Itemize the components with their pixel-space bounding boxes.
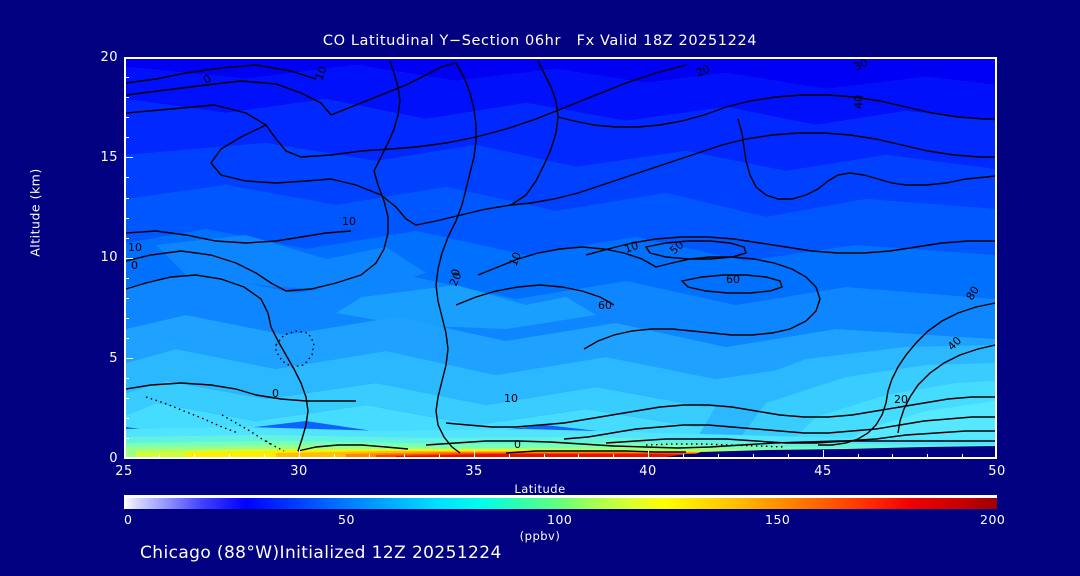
x-tick-minor [439, 454, 440, 459]
colorbar[interactable] [124, 495, 997, 509]
colorbar-tick-label-100: 100 [547, 512, 573, 527]
y-tick-label-15: 15 [100, 150, 118, 165]
y-tick-minor [124, 97, 129, 98]
svg-text:0: 0 [272, 387, 279, 400]
y-tick-minor [124, 198, 129, 199]
x-tick-minor [544, 454, 545, 459]
x-tick-major [648, 450, 649, 459]
x-tick-minor [718, 454, 719, 459]
svg-text:20: 20 [694, 62, 712, 80]
colorbar-tick-label-200: 200 [980, 512, 1006, 527]
y-tick-minor [124, 398, 129, 399]
y-tick-minor [124, 298, 129, 299]
colorbar-tick-label-150: 150 [765, 512, 791, 527]
y-axis-title: Altitude (km) [27, 168, 43, 257]
svg-text:10: 10 [504, 392, 518, 405]
y-tick-minor [124, 137, 129, 138]
x-tick-minor [927, 454, 928, 459]
contour-labels: 0 0 0 0 0 10 10 10 10 10 10 20 20 20 30 … [128, 59, 982, 451]
y-tick-minor [124, 77, 129, 78]
x-tick-minor [509, 454, 510, 459]
svg-text:60: 60 [726, 273, 740, 286]
x-tick-major [996, 450, 997, 459]
x-tick-major [299, 450, 300, 459]
x-tick-minor [369, 454, 370, 459]
x-tick-minor [683, 454, 684, 459]
svg-text:10: 10 [623, 239, 641, 256]
x-tick-minor [858, 454, 859, 459]
y-tick-minor [124, 318, 129, 319]
x-tick-label-30: 30 [290, 464, 308, 479]
cross-section-field: 0 0 0 0 0 10 10 10 10 10 10 20 20 20 30 … [126, 59, 995, 457]
y-tick-minor [124, 278, 129, 279]
y-tick-minor [124, 218, 129, 219]
svg-text:20: 20 [894, 393, 908, 406]
x-tick-minor [264, 454, 265, 459]
x-tick-label-40: 40 [639, 464, 657, 479]
x-tick-label-45: 45 [814, 464, 832, 479]
x-tick-label-25: 25 [115, 464, 133, 479]
y-tick-minor [124, 418, 129, 419]
svg-text:80: 80 [964, 284, 982, 303]
svg-text:10: 10 [128, 241, 142, 254]
svg-text:40: 40 [852, 95, 865, 109]
x-tick-minor [753, 454, 754, 459]
colorbar-tick-label-0: 0 [124, 512, 133, 527]
y-tick-label-20: 20 [100, 50, 118, 65]
x-axis-title: Latitude [514, 482, 566, 496]
svg-text:20: 20 [447, 270, 465, 288]
y-tick-major [124, 458, 133, 459]
x-tick-minor [404, 454, 405, 459]
svg-text:10: 10 [313, 64, 330, 82]
y-tick-major [124, 258, 133, 259]
x-tick-minor [892, 454, 893, 459]
plot-area: 0 0 0 0 0 10 10 10 10 10 10 20 20 20 30 … [124, 57, 997, 459]
x-tick-major [124, 450, 125, 459]
y-tick-label-0: 0 [109, 451, 118, 466]
svg-text:0: 0 [514, 438, 521, 451]
x-tick-minor [788, 454, 789, 459]
x-tick-minor [578, 454, 579, 459]
y-tick-major [124, 157, 133, 158]
y-tick-minor [124, 438, 129, 439]
y-tick-minor [124, 177, 129, 178]
x-tick-minor [334, 454, 335, 459]
svg-text:0: 0 [131, 259, 138, 272]
x-tick-label-35: 35 [465, 464, 483, 479]
page-title: CO Latitudinal Y−Section 06hr Fx Valid 1… [322, 33, 758, 49]
y-tick-label-5: 5 [109, 351, 118, 366]
footer-caption: Chicago (88°W)Initialized 12Z 20251224 [140, 543, 502, 563]
svg-text:0: 0 [448, 267, 463, 278]
y-tick-minor [124, 117, 129, 118]
y-tick-major [124, 57, 133, 58]
colorbar-units-label: (ppbv) [519, 529, 561, 543]
colorbar-top-rule [124, 495, 997, 498]
colorbar-gradient[interactable] [124, 498, 997, 509]
x-tick-minor [613, 454, 614, 459]
x-tick-major [823, 450, 824, 459]
x-tick-minor [962, 454, 963, 459]
y-tick-minor [124, 378, 129, 379]
svg-text:60: 60 [598, 299, 612, 312]
y-tick-label-10: 10 [100, 250, 118, 265]
y-tick-minor [124, 238, 129, 239]
y-tick-minor [124, 338, 129, 339]
x-tick-minor [159, 454, 160, 459]
y-tick-major [124, 358, 133, 359]
x-tick-minor [229, 454, 230, 459]
x-tick-minor [194, 454, 195, 459]
x-tick-major [474, 450, 475, 459]
colorbar-tick-label-50: 50 [338, 512, 355, 527]
svg-text:10: 10 [507, 250, 524, 268]
x-tick-label-50: 50 [988, 464, 1006, 479]
svg-text:10: 10 [342, 215, 356, 228]
